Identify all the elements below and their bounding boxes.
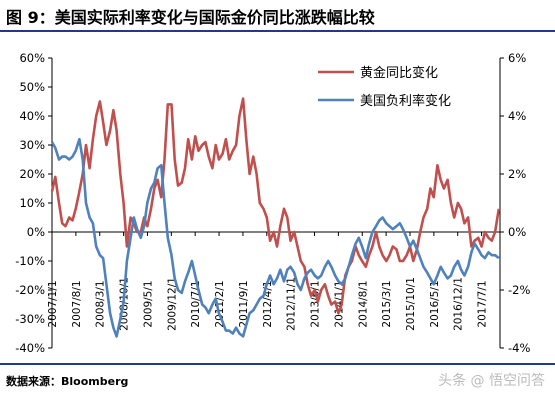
- x-tick-label: 2015/10/1: [405, 277, 417, 331]
- right-tick-label: -4%: [508, 341, 530, 355]
- left-tick-label: 30%: [19, 138, 45, 152]
- left-tick-label: 0%: [27, 225, 45, 239]
- x-tick-label: 2016/12/1: [453, 277, 465, 331]
- left-tick-label: -30%: [15, 312, 45, 326]
- x-tick-label: 2012/11/1: [286, 277, 298, 331]
- x-tick-label: 2017/7/1: [477, 280, 489, 327]
- right-tick-label: 6%: [508, 51, 526, 65]
- left-tick-label: 60%: [19, 51, 45, 65]
- x-tick-label: 2012/4/1: [262, 280, 274, 327]
- x-tick-label: 2015/3/1: [381, 280, 393, 327]
- legend-label-gold: 黄金同比变化: [360, 65, 438, 81]
- line-chart: 60% 50% 40% 30% 20% 10% 0% -10% -20% -30% -40% 6% 4%…: [15, 51, 530, 355]
- title-rule: [0, 30, 555, 32]
- legend-label-rate: 美国负利率变化: [360, 93, 451, 109]
- left-tick-label: 10%: [19, 196, 45, 210]
- x-tick-label: 2009/12/1: [166, 277, 178, 331]
- right-tick-label: 4%: [508, 109, 526, 123]
- x-tick-label: 2011/9/1: [238, 280, 250, 327]
- source-note: 数据来源：Bloomberg: [6, 375, 129, 388]
- left-tick-label: 50%: [19, 80, 45, 94]
- gold-yoy-line: [50, 97, 501, 315]
- left-tick-label: -20%: [15, 283, 45, 297]
- x-tick-label: 2009/5/1: [142, 280, 154, 327]
- x-tick-label: 2008/3/1: [95, 280, 107, 327]
- us-negative-rate-line: [50, 137, 500, 338]
- right-tick-label: 2%: [508, 167, 526, 181]
- left-tick-label: 40%: [19, 109, 45, 123]
- x-tick-label: 2014/8/1: [357, 280, 369, 327]
- watermark: 头条 @ 悟空问答: [438, 373, 545, 389]
- x-tick-label: 2007/1/1: [47, 280, 59, 327]
- left-tick-label: -40%: [15, 341, 45, 355]
- right-tick-label: 0%: [508, 225, 526, 239]
- x-tick-label: 2007/8/1: [71, 280, 83, 327]
- x-tick-label: 2010/7/1: [190, 280, 202, 327]
- left-tick-label: -10%: [15, 254, 45, 268]
- left-tick-label: 20%: [19, 167, 45, 181]
- x-tick-label: 2013/6/1: [310, 280, 322, 327]
- source-rule: [0, 363, 555, 365]
- x-tick-label: 2011/2/1: [214, 280, 226, 327]
- figure-title: 图 9：美国实际利率变化与国际金价同比涨跌幅比较: [6, 8, 375, 27]
- right-tick-label: -2%: [508, 283, 530, 297]
- x-tick-label: 2016/5/1: [429, 280, 441, 327]
